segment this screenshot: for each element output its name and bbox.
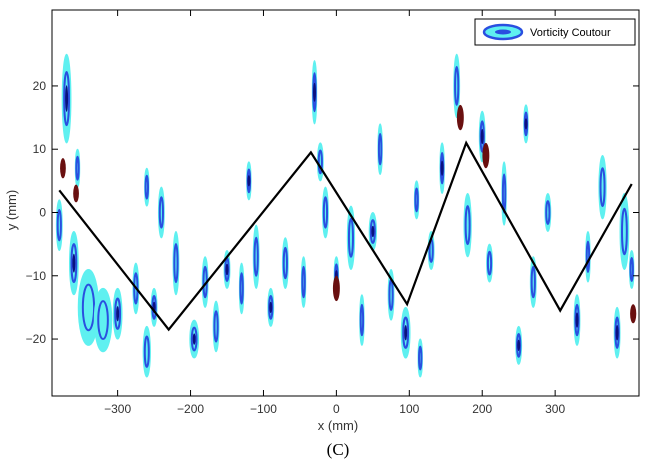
panel-caption: (C) (327, 440, 350, 459)
vorticity-contour (74, 148, 81, 188)
opposite-vorticity-contour (332, 275, 340, 302)
vorticity-contour (515, 325, 523, 365)
opposite-vorticity-contour (456, 104, 464, 131)
x-axis: −300 −200 −100 0 100 200 300 (104, 10, 565, 416)
vorticity-contour (267, 287, 275, 327)
plot-frame (51, 9, 640, 397)
vorticity-contour (142, 325, 151, 378)
vorticity-contour (69, 230, 79, 296)
vorticity-contour (463, 193, 472, 258)
series-layer (58, 140, 633, 332)
x-tick-label: 100 (399, 402, 419, 416)
vorticity-contour (316, 142, 324, 182)
vorticity-contour (61, 53, 72, 144)
vorticity-contour (544, 193, 552, 232)
vorticity-contour (417, 338, 423, 378)
x-tick-label: 300 (545, 402, 565, 416)
vorticity-contour (523, 104, 529, 144)
vorticity-contour (629, 249, 635, 289)
legend-swatch-icon (482, 23, 524, 41)
vorticity-contour (311, 60, 318, 125)
y-axis-title: y (mm) (4, 190, 19, 230)
y-tick-label: 20 (33, 79, 47, 93)
vorticity-contour (529, 256, 537, 308)
legend-label: Vorticity Coutour (530, 27, 611, 39)
vorticity-contour (346, 205, 356, 270)
vorticity-contour (281, 237, 289, 289)
vorticity-contour (453, 53, 461, 119)
vorticity-contour (144, 167, 150, 207)
y-tick-label: −20 (26, 332, 47, 346)
vorticity-contour (619, 193, 630, 270)
vorticity-contour (93, 287, 113, 353)
vorticity-contour (172, 230, 180, 296)
opposite-vorticity-contour (60, 158, 66, 179)
y-tick-label: 0 (39, 205, 46, 219)
vorticity-contour (252, 224, 260, 289)
opposite-vorticity-contour (482, 142, 490, 169)
x-tick-label: −300 (104, 402, 131, 416)
vorticity-contour (501, 161, 507, 226)
y-tick-label: −10 (26, 269, 47, 283)
x-tick-label: 0 (333, 402, 340, 416)
vorticity-contour (212, 300, 220, 353)
y-tick-label: 10 (33, 142, 47, 156)
vorticity-contour (55, 199, 63, 251)
vorticity-contour (157, 186, 165, 239)
vorticity-contour (246, 161, 252, 201)
vorticity-contour (439, 142, 445, 195)
vorticity-contour (359, 294, 365, 346)
x-tick-label: 200 (472, 402, 492, 416)
vorticity-contour (585, 230, 591, 283)
x-axis-title: x (mm) (318, 418, 358, 433)
vorticity-contour (238, 262, 245, 315)
vorticity-contour (322, 186, 329, 239)
vorticity-contour (486, 243, 493, 283)
y-axis: −20 −10 0 10 20 (26, 79, 639, 346)
vorticity-contour (300, 256, 307, 308)
path-line (58, 140, 633, 332)
vorticity-contour (189, 319, 200, 359)
legend: Vorticity Coutour (474, 18, 636, 46)
plot-area (52, 10, 639, 396)
vorticity-contour (377, 123, 383, 176)
vorticity-contour (613, 306, 621, 359)
x-tick-label: −200 (177, 402, 204, 416)
vorticity-contour (413, 180, 420, 220)
opposite-vorticity-contour (73, 184, 79, 203)
vorticity-contour (400, 306, 411, 359)
vorticity-contour (77, 268, 100, 346)
vorticity-contour (112, 287, 123, 340)
x-tick-label: −100 (250, 402, 277, 416)
vorticity-contour (573, 294, 581, 346)
vorticity-contour (598, 155, 607, 220)
opposite-vorticity-contour (630, 304, 637, 324)
vorticity-contour (150, 287, 158, 327)
